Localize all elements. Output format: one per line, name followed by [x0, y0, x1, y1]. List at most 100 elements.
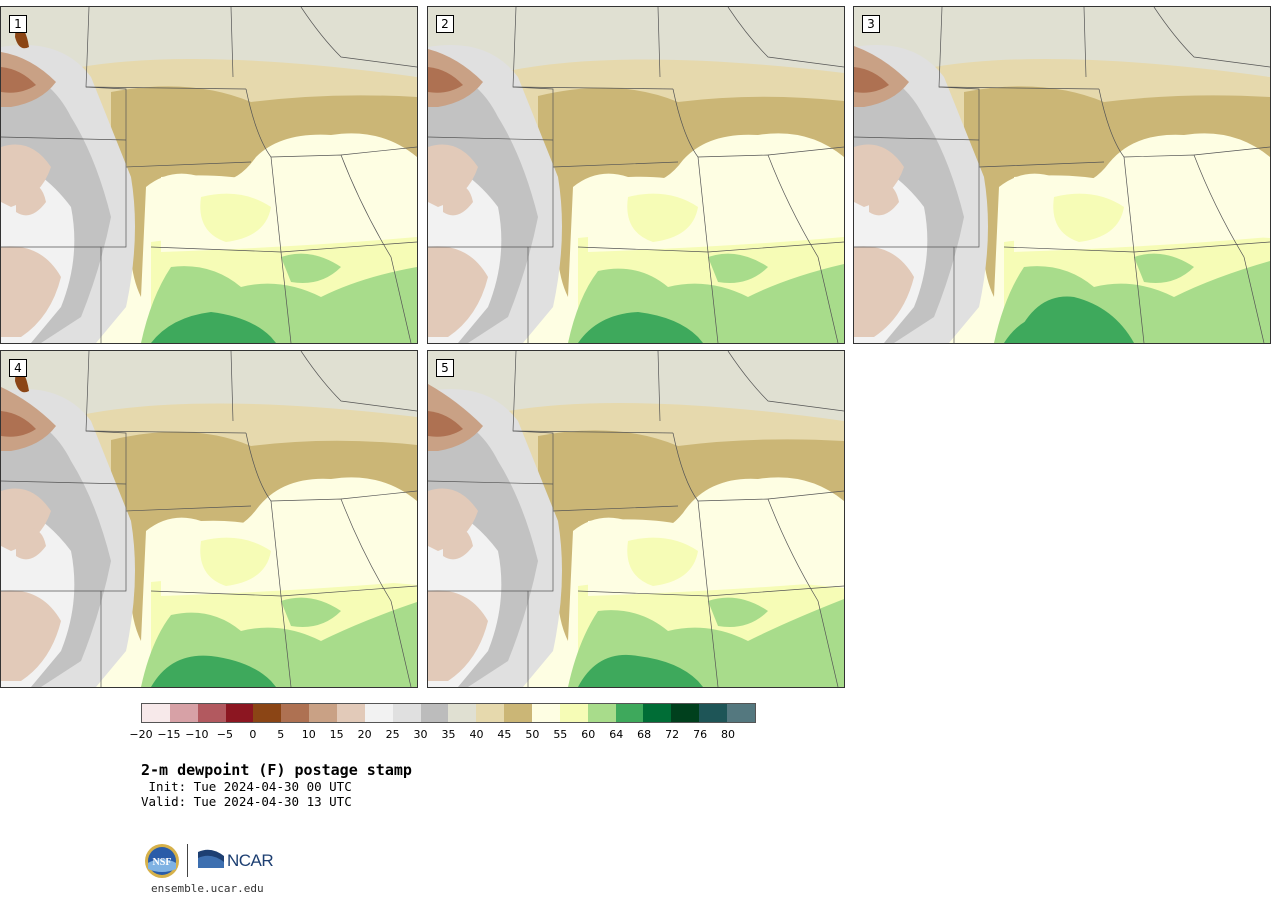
state-border	[512, 351, 554, 687]
colorbar-tick-label: 68	[637, 728, 652, 741]
dewpoint-region	[428, 488, 478, 551]
dewpoint-region	[578, 312, 703, 343]
colorbar-tick-label: 64	[609, 728, 624, 741]
state-border	[230, 7, 292, 343]
dewpoint-region	[578, 654, 703, 687]
state-border	[938, 7, 980, 343]
panel-number-label: 5	[436, 359, 454, 377]
colorbar-swatch	[225, 704, 254, 722]
colorbar-tick-label: 30	[413, 728, 428, 741]
valid-time: Valid: Tue 2024-04-30 13 UTC	[141, 794, 352, 809]
colorbar-tick-label: 72	[665, 728, 680, 741]
state-border	[1, 480, 127, 592]
state-border	[577, 241, 844, 253]
colorbar-swatch	[309, 704, 338, 722]
dewpoint-region	[151, 312, 276, 343]
colorbar-swatch	[559, 704, 588, 722]
colorbar-swatch	[504, 704, 533, 722]
state-border	[428, 480, 554, 592]
dewpoint-region	[1014, 296, 1134, 343]
colorbar-tick-label: 0	[249, 728, 257, 741]
dewpoint-region	[281, 253, 341, 283]
colorbar-tick-label: 15	[329, 728, 344, 741]
panel-number-label: 2	[436, 15, 454, 33]
dewpoint-region	[16, 181, 46, 216]
dewpoint-region	[428, 67, 463, 93]
dewpoint-region	[200, 193, 271, 242]
colorbar-tick-label: −10	[185, 728, 209, 741]
colorbar-tick-label: 60	[581, 728, 596, 741]
dewpoint-region	[869, 181, 899, 216]
state-border	[727, 351, 844, 500]
dewpoint-region	[151, 655, 276, 687]
colorbar-tick-label: 35	[441, 728, 456, 741]
ensemble-member-panel: 5	[427, 350, 845, 688]
ensemble-member-panel: 4	[0, 350, 418, 688]
colorbar-swatch	[197, 704, 226, 722]
dewpoint-region	[854, 144, 904, 207]
colorbar-swatch	[337, 704, 365, 722]
colorbar-tick-label: −15	[157, 728, 181, 741]
colorbar-swatch	[142, 704, 170, 722]
logos: NSF NCAR	[144, 843, 284, 879]
colorbar-swatch	[532, 704, 560, 722]
colorbar-swatch	[727, 704, 755, 722]
state-border	[697, 154, 839, 343]
state-border	[85, 351, 127, 687]
page-title: 2-m dewpoint (F) postage stamp	[141, 761, 412, 779]
ensemble-member-panel: 3	[853, 6, 1271, 344]
dewpoint-region	[443, 525, 473, 560]
state-border	[577, 585, 844, 597]
colorbar-tick-label: 25	[385, 728, 400, 741]
logo-divider	[187, 844, 188, 877]
ensemble-member-panel: 1	[0, 6, 418, 344]
dewpoint-region	[1, 144, 51, 207]
colorbar-tick-label: 20	[357, 728, 372, 741]
colorbar-swatch	[699, 704, 728, 722]
colorbar-swatch	[615, 704, 644, 722]
colorbar-tick-label: 55	[553, 728, 568, 741]
colorbar-tick-label: 80	[721, 728, 736, 741]
dewpoint-region	[111, 431, 417, 641]
panel-number-label: 3	[862, 15, 880, 33]
dewpoint-region	[1, 488, 51, 551]
state-border	[727, 7, 844, 156]
dewpoint-region	[854, 67, 889, 93]
init-time: Init: Tue 2024-04-30 00 UTC	[141, 779, 352, 794]
state-border	[150, 585, 417, 597]
colorbar	[141, 703, 756, 723]
panel-number-label: 1	[9, 15, 27, 33]
dewpoint-map	[1, 351, 417, 687]
dewpoint-region	[200, 537, 271, 586]
state-border	[938, 86, 1105, 168]
state-border	[150, 241, 417, 253]
dewpoint-region	[627, 537, 698, 586]
dewpoint-map	[428, 7, 844, 343]
colorbar-swatch	[420, 704, 449, 722]
dewpoint-region	[708, 597, 768, 627]
colorbar-ticks: −20 −15 −10 −5 0 5 10 15 20 25 30 35 40 45 50 55 60 64 68 7…	[129, 728, 756, 742]
dewpoint-region	[1, 246, 61, 337]
dewpoint-region	[16, 527, 46, 560]
colorbar-tick-label: −5	[216, 728, 233, 741]
colorbar-tick-label: 76	[693, 728, 708, 741]
state-border	[85, 86, 252, 168]
state-border	[1, 136, 127, 248]
dewpoint-region	[1134, 253, 1194, 283]
colorbar-swatch	[253, 704, 282, 722]
state-border	[270, 154, 412, 343]
ncar-logo-text: NCAR	[227, 851, 274, 870]
state-border	[230, 351, 292, 687]
colorbar-tick-label: 45	[497, 728, 512, 741]
dewpoint-region	[428, 49, 483, 107]
website-url: ensemble.ucar.edu	[151, 882, 264, 895]
dewpoint-region	[1, 67, 36, 93]
dewpoint-region	[428, 246, 488, 337]
nsf-logo-icon: NSF	[145, 844, 179, 878]
state-border	[512, 86, 679, 168]
ncar-logo-icon	[198, 849, 224, 868]
dewpoint-region	[1, 590, 61, 681]
state-border	[1153, 7, 1270, 156]
dewpoint-region	[443, 183, 473, 216]
dewpoint-region	[428, 144, 478, 207]
